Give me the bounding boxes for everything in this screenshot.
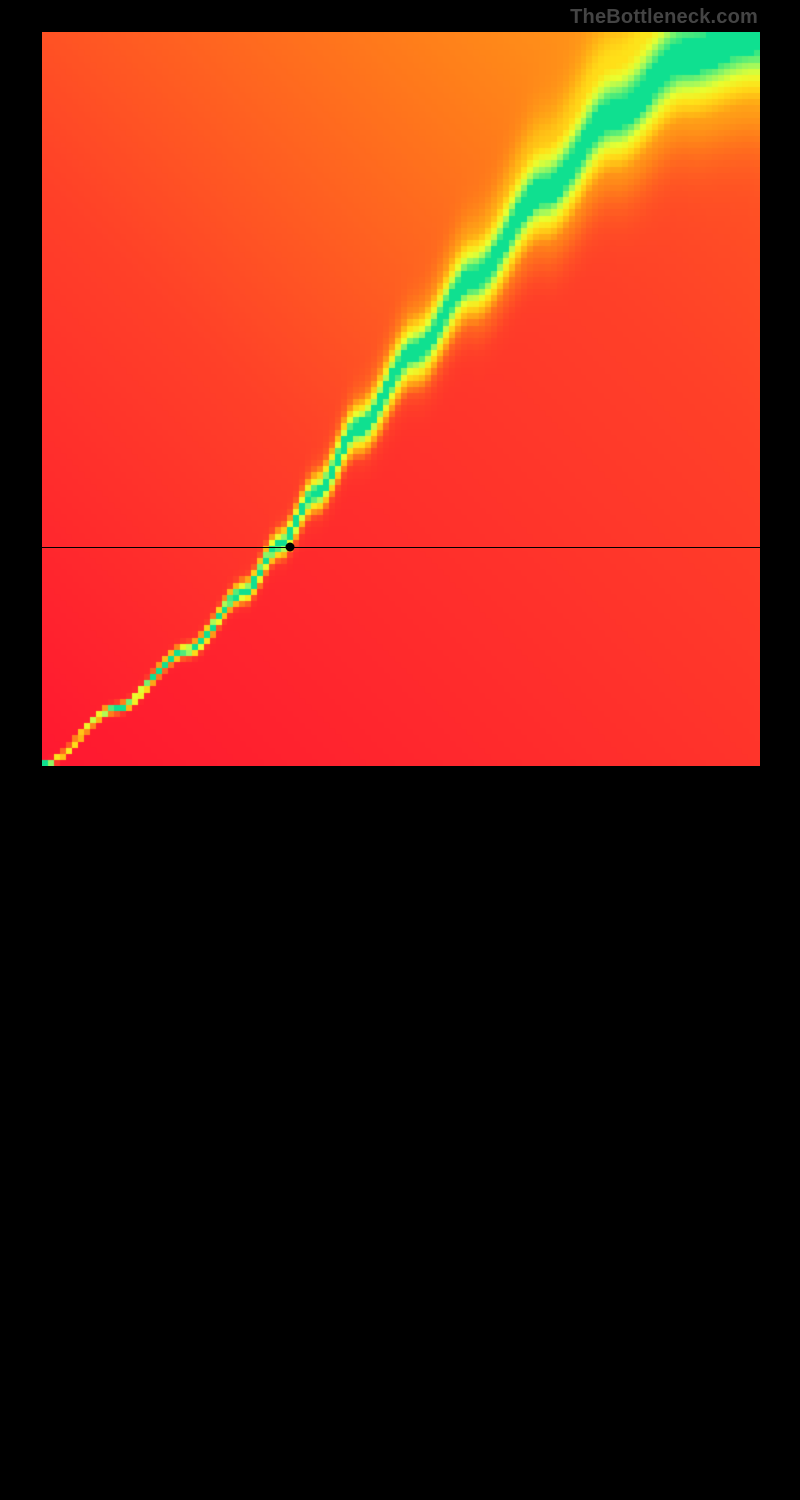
figure-outer: TheBottleneck.com — [0, 0, 800, 800]
heatmap-canvas — [42, 32, 760, 766]
crosshair-marker — [285, 543, 294, 552]
watermark-text: TheBottleneck.com — [570, 6, 758, 29]
crosshair-horizontal — [42, 547, 760, 548]
plot-area — [42, 32, 760, 766]
crosshair-vertical — [290, 766, 291, 1500]
